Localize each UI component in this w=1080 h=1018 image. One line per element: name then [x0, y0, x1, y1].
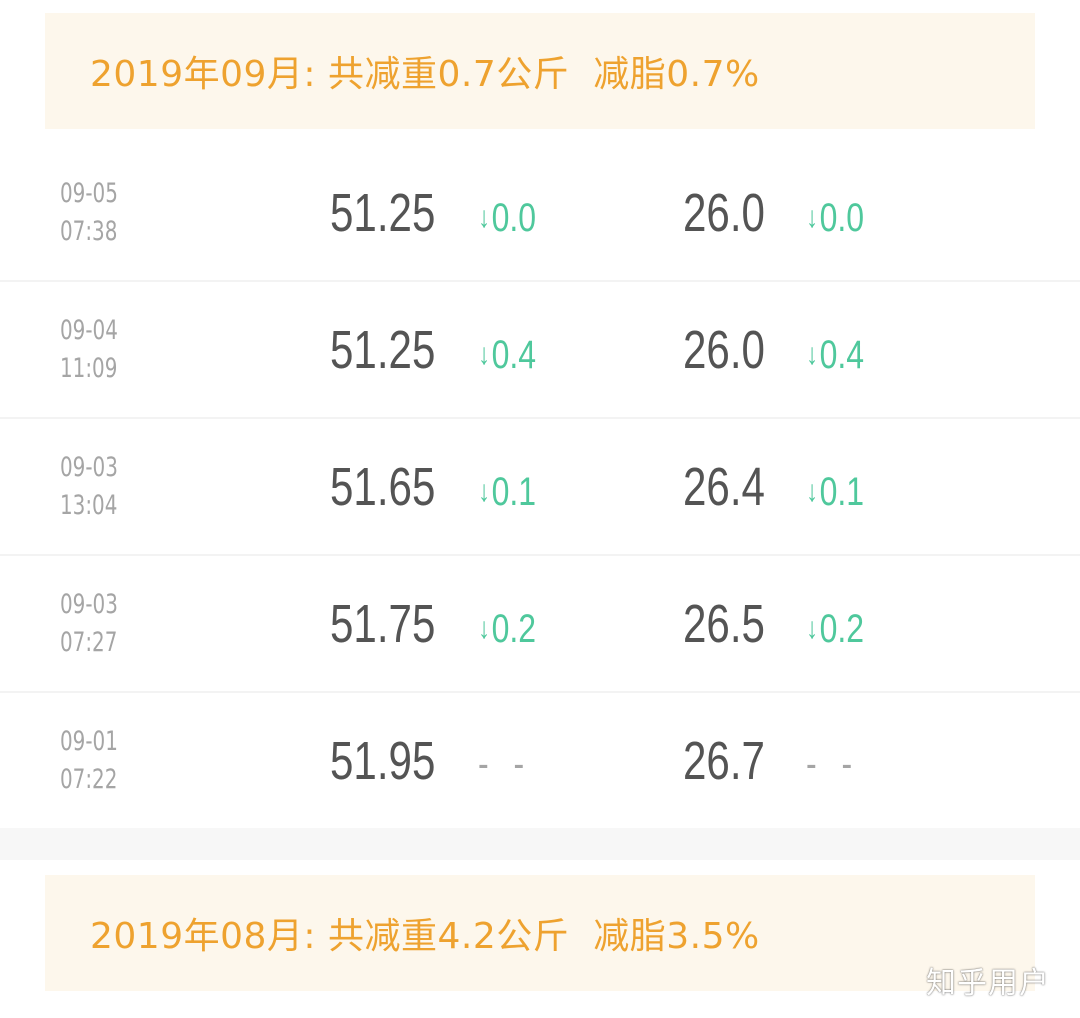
- weight-delta-value: 0.2: [491, 607, 537, 651]
- weight-value: 51.95: [330, 731, 436, 791]
- body-fat-delta: ↓0.4: [806, 332, 864, 378]
- records-list: 09-05 07:38 51.25 ↓0.0 26.0 ↓0.0 09-04 1…: [0, 145, 1080, 830]
- month-summary-text: 2019年09月: 共减重0.7公斤: [90, 54, 570, 95]
- body-fat-value: 26.0: [683, 320, 765, 380]
- body-fat-delta-value: 0.0: [819, 196, 865, 240]
- month-fat-change: 减脂3.5%: [593, 916, 760, 957]
- record-row[interactable]: 09-03 13:04 51.65 ↓0.1 26.4 ↓0.1: [0, 419, 1080, 556]
- record-time: 07:22: [60, 764, 118, 795]
- record-date: 09-03: [60, 452, 118, 483]
- record-date: 09-04: [60, 315, 118, 346]
- watermark: 知乎用户: [926, 966, 1050, 1001]
- body-fat-value: 26.0: [683, 183, 765, 243]
- down-arrow-icon: ↓: [806, 201, 818, 234]
- weight-delta-empty: - -: [478, 742, 533, 786]
- record-datetime: 09-05 07:38: [60, 175, 118, 251]
- body-fat-delta: ↓0.2: [806, 606, 864, 652]
- record-date: 09-01: [60, 726, 118, 757]
- weight-delta: ↓0.0: [478, 195, 536, 241]
- record-time: 11:09: [60, 353, 118, 384]
- body-fat-delta-value: 0.1: [819, 470, 865, 514]
- record-row[interactable]: 09-05 07:38 51.25 ↓0.0 26.0 ↓0.0: [0, 145, 1080, 282]
- body-fat-delta-value: 0.4: [819, 333, 865, 377]
- weight-value: 51.65: [330, 457, 436, 517]
- body-fat-delta: ↓0.0: [806, 195, 864, 241]
- record-time: 13:04: [60, 490, 118, 521]
- month-fat-change: 减脂0.7%: [593, 54, 760, 95]
- record-row[interactable]: 09-03 07:27 51.75 ↓0.2 26.5 ↓0.2: [0, 556, 1080, 693]
- weight-delta: ↓0.2: [478, 606, 536, 652]
- down-arrow-icon: ↓: [478, 475, 490, 508]
- body-fat-value: 26.7: [683, 731, 765, 791]
- month-summary-text: 2019年08月: 共减重4.2公斤: [90, 916, 570, 957]
- record-datetime: 09-04 11:09: [60, 312, 118, 388]
- weight-value: 51.75: [330, 594, 436, 654]
- body-fat-delta: ↓0.1: [806, 469, 864, 515]
- weight-delta-value: 0.0: [491, 196, 537, 240]
- down-arrow-icon: ↓: [478, 201, 490, 234]
- record-datetime: 09-03 13:04: [60, 449, 118, 525]
- weight-value: 51.25: [330, 183, 436, 243]
- weight-value: 51.25: [330, 320, 436, 380]
- body-fat-delta-empty: - -: [806, 742, 861, 786]
- month-summary-header[interactable]: 2019年08月: 共减重4.2公斤 减脂3.5%: [45, 875, 1035, 991]
- down-arrow-icon: ↓: [806, 338, 818, 371]
- down-arrow-icon: ↓: [806, 612, 818, 645]
- weight-delta: ↓0.1: [478, 469, 536, 515]
- weight-delta: ↓0.4: [478, 332, 536, 378]
- down-arrow-icon: ↓: [478, 612, 490, 645]
- weight-delta-value: 0.1: [491, 470, 537, 514]
- body-fat-delta-value: 0.2: [819, 607, 865, 651]
- month-summary-header[interactable]: 2019年09月: 共减重0.7公斤 减脂0.7%: [45, 13, 1035, 129]
- record-date: 09-05: [60, 178, 118, 209]
- record-row[interactable]: 09-04 11:09 51.25 ↓0.4 26.0 ↓0.4: [0, 282, 1080, 419]
- down-arrow-icon: ↓: [806, 475, 818, 508]
- down-arrow-icon: ↓: [478, 338, 490, 371]
- record-row[interactable]: 09-01 07:22 51.95 - - 26.7 - -: [0, 693, 1080, 830]
- body-fat-value: 26.5: [683, 594, 765, 654]
- record-time: 07:27: [60, 627, 118, 658]
- weight-delta-value: 0.4: [491, 333, 537, 377]
- body-fat-value: 26.4: [683, 457, 765, 517]
- section-divider: [0, 828, 1080, 860]
- record-date: 09-03: [60, 589, 118, 620]
- record-datetime: 09-03 07:27: [60, 586, 118, 662]
- record-time: 07:38: [60, 216, 118, 247]
- record-datetime: 09-01 07:22: [60, 723, 118, 799]
